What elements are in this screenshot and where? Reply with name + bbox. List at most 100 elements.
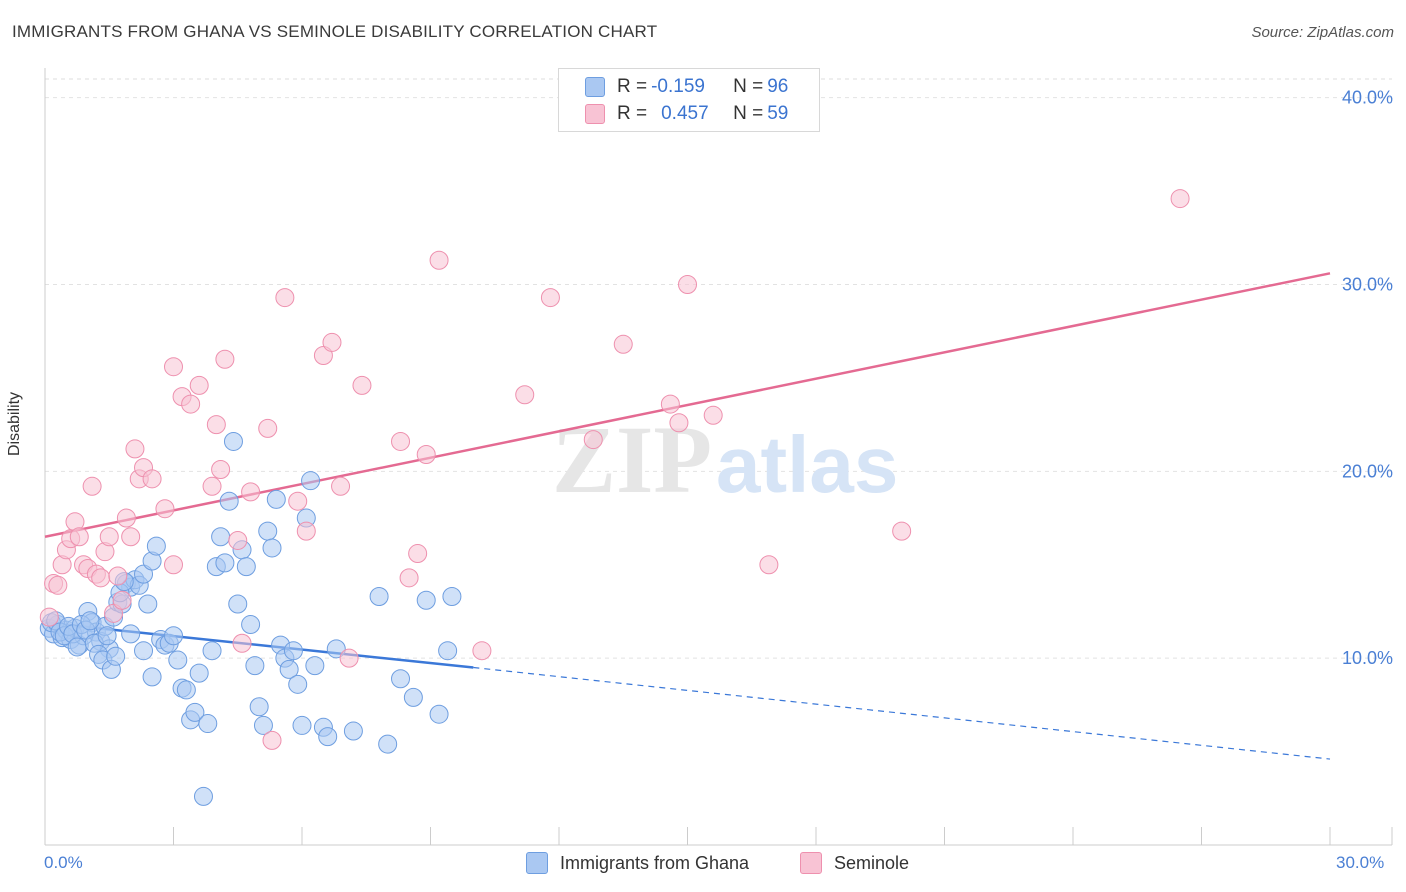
point-ghana xyxy=(245,656,265,676)
point-ghana xyxy=(391,669,411,689)
point-seminole xyxy=(112,590,132,610)
point-ghana xyxy=(219,491,239,511)
point-ghana xyxy=(241,615,261,635)
point-ghana xyxy=(211,527,231,547)
trend-ghana-dashed xyxy=(473,666,1331,760)
point-seminole xyxy=(202,476,222,496)
source-label: Source: ZipAtlas.com xyxy=(1251,24,1394,41)
point-seminole xyxy=(91,568,111,588)
point-ghana xyxy=(189,663,209,683)
point-ghana xyxy=(106,646,126,666)
point-seminole xyxy=(142,469,162,489)
point-ghana xyxy=(326,639,346,659)
point-seminole xyxy=(211,459,231,479)
point-seminole xyxy=(429,250,449,270)
x-min-label: 0.0% xyxy=(44,853,83,872)
point-seminole xyxy=(322,332,342,352)
y-tick-label: 30.0% xyxy=(1342,275,1393,295)
point-seminole xyxy=(116,508,136,528)
point-seminole xyxy=(108,566,128,586)
point-seminole xyxy=(241,482,261,502)
point-seminole xyxy=(296,521,316,541)
legend-label-ghana: Immigrants from Ghana xyxy=(560,852,750,873)
stats-legend: R = -0.159 N = 96 R = 0.457 N = 59 xyxy=(558,68,820,132)
n-value: 96 xyxy=(767,76,789,97)
point-ghana xyxy=(80,611,100,631)
point-seminole xyxy=(583,430,603,450)
point-seminole xyxy=(164,555,183,575)
point-seminole xyxy=(262,730,282,750)
point-ghana xyxy=(253,715,273,735)
n-label: N = xyxy=(733,76,764,97)
point-seminole xyxy=(416,445,436,465)
point-seminole xyxy=(331,476,351,496)
point-ghana xyxy=(146,536,166,556)
y-tick-label: 20.0% xyxy=(1342,461,1393,481)
point-seminole xyxy=(399,568,419,588)
point-seminole xyxy=(892,521,912,541)
point-ghana xyxy=(262,538,282,558)
point-ghana xyxy=(288,674,308,694)
trend-ghana-solid xyxy=(44,621,474,669)
point-seminole xyxy=(121,527,141,547)
point-ghana xyxy=(236,557,256,577)
point-seminole xyxy=(189,375,209,395)
watermark-atlas: atlas xyxy=(716,420,898,509)
point-ghana xyxy=(403,687,423,707)
point-seminole xyxy=(669,413,689,433)
point-ghana xyxy=(223,431,243,451)
point-seminole xyxy=(275,288,295,308)
legend-item-seminole[interactable]: Seminole xyxy=(800,852,909,874)
point-seminole xyxy=(703,405,723,425)
point-ghana xyxy=(121,624,141,644)
point-seminole xyxy=(206,415,226,435)
y-axis-label: Disability xyxy=(6,391,23,456)
point-seminole xyxy=(69,527,89,547)
n-value: 59 xyxy=(767,103,789,124)
point-seminole xyxy=(613,334,633,354)
point-ghana xyxy=(164,626,183,646)
point-ghana xyxy=(198,714,218,734)
point-ghana xyxy=(369,587,389,607)
point-seminole xyxy=(215,349,235,369)
point-seminole xyxy=(99,527,119,547)
point-ghana xyxy=(258,521,278,541)
point-seminole xyxy=(1170,189,1190,209)
point-ghana xyxy=(249,697,269,717)
point-ghana xyxy=(168,650,188,670)
point-ghana xyxy=(202,641,222,661)
point-ghana xyxy=(138,594,158,614)
point-ghana xyxy=(442,587,462,607)
legend-swatch-ghana xyxy=(585,77,605,97)
point-seminole xyxy=(288,491,308,511)
r-value: 0.457 xyxy=(661,103,709,124)
trend-lines xyxy=(44,272,1331,760)
chart-title: IMMIGRANTS FROM GHANA VS SEMINOLE DISABI… xyxy=(12,22,658,41)
point-ghana xyxy=(228,594,248,614)
point-ghana xyxy=(283,641,303,661)
point-ghana xyxy=(438,641,458,661)
point-ghana xyxy=(266,489,286,509)
legend-row-ghana: R = -0.159 N = 96 xyxy=(585,76,788,98)
point-ghana xyxy=(134,641,154,661)
data-points xyxy=(39,189,1190,806)
point-ghana xyxy=(215,553,235,573)
axes xyxy=(44,68,1393,846)
point-seminole xyxy=(678,275,697,295)
point-ghana xyxy=(292,715,312,735)
point-seminole xyxy=(391,431,411,451)
point-ghana xyxy=(176,680,196,700)
point-ghana xyxy=(378,734,398,754)
point-seminole xyxy=(352,375,372,395)
point-ghana xyxy=(97,626,117,646)
point-seminole xyxy=(82,476,102,496)
point-ghana xyxy=(279,659,299,679)
r-label: R = xyxy=(617,103,648,124)
point-ghana xyxy=(416,590,436,610)
point-seminole xyxy=(339,648,359,668)
r-value: -0.159 xyxy=(651,76,705,97)
point-seminole xyxy=(164,357,183,377)
point-seminole xyxy=(660,394,680,414)
legend-item-ghana[interactable]: Immigrants from Ghana xyxy=(526,852,749,874)
